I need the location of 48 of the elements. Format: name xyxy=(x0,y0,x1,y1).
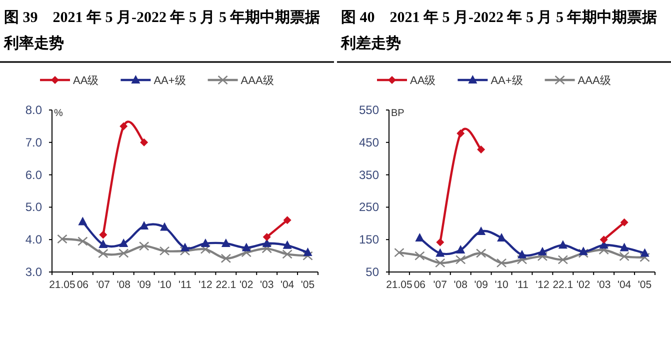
legend-label: AA级 xyxy=(73,75,99,87)
x-tick-label: 22.1 xyxy=(552,279,574,291)
y-axis-title: BP xyxy=(391,108,405,119)
x-tick-label: '10 xyxy=(158,279,172,291)
x-tick-label: '07 xyxy=(433,279,448,291)
y-tick-label: 150 xyxy=(358,232,380,247)
x-tick-label: '12 xyxy=(198,279,212,291)
x-tick-label: '11 xyxy=(516,279,529,291)
x-tick-label: 06 xyxy=(414,279,426,291)
legend-label: AA+级 xyxy=(154,75,186,87)
x-tick-label: 21.05 xyxy=(386,279,413,291)
x-tick-label: '09 xyxy=(474,279,488,291)
legend-label: AA+级 xyxy=(490,75,523,87)
y-tick-label: 8.0 xyxy=(25,103,42,117)
y-tick-label: 350 xyxy=(358,168,380,182)
x-tick-label: '08 xyxy=(454,279,468,291)
x-tick-label: 22.1 xyxy=(216,279,236,291)
x-tick-label: '05 xyxy=(300,279,315,291)
y-axis-title: % xyxy=(54,108,63,119)
y-tick-label: 50 xyxy=(366,265,380,279)
x-tick-label: '09 xyxy=(137,279,152,291)
x-tick-label: '02 xyxy=(240,279,254,291)
x-tick-label: '05 xyxy=(638,279,652,291)
y-tick-label: 5.0 xyxy=(25,200,42,214)
x-tick-label: '04 xyxy=(617,279,632,291)
y-tick-label: 7.0 xyxy=(25,135,42,150)
y-tick-label: 3.0 xyxy=(25,265,42,279)
y-tick-label: 450 xyxy=(358,135,380,150)
x-tick-label: '10 xyxy=(494,279,509,291)
y-tick-label: 4.0 xyxy=(25,232,42,247)
x-tick-label: '12 xyxy=(536,279,550,291)
x-tick-label: '08 xyxy=(116,279,131,291)
x-tick-label: '03 xyxy=(260,279,274,291)
x-tick-label: '07 xyxy=(96,279,110,291)
y-tick-label: 250 xyxy=(358,200,380,214)
x-tick-label: 21.05 xyxy=(49,279,76,291)
x-tick-label: 06 xyxy=(76,279,89,291)
chart-title: 图 39 2021 年 5 月-2022 年 5 月 5 年期中期票据利率走势 xyxy=(3,9,320,52)
y-tick-label: 6.0 xyxy=(25,168,42,182)
x-tick-label: '03 xyxy=(597,279,611,291)
chart-title: 图 40 2021 年 5 月-2022 年 5 月 5 年期中期票据利差走势 xyxy=(340,9,658,52)
x-tick-label: '04 xyxy=(280,279,294,291)
legend-label: AAA级 xyxy=(578,75,611,87)
y-tick-label: 550 xyxy=(358,103,380,117)
x-tick-label: '11 xyxy=(178,279,192,291)
x-tick-label: '02 xyxy=(576,279,590,291)
legend-label: AAA级 xyxy=(240,75,274,87)
legend-label: AA级 xyxy=(410,75,436,87)
